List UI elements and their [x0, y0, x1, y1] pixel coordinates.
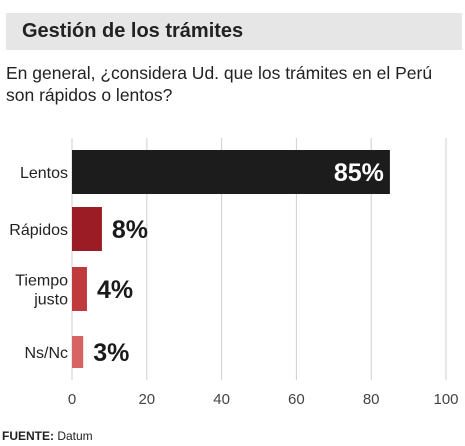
category-label: Rápidos	[9, 222, 68, 239]
x-tick-label-100: 100	[433, 391, 458, 408]
category-label: Lentos	[20, 165, 68, 182]
survey-question: En general, ¿considera Ud. que los trámi…	[6, 63, 433, 105]
category-label: Ns/Nc	[24, 345, 68, 362]
x-tick-label-0: 0	[68, 391, 76, 408]
value-label: 85%	[334, 159, 384, 187]
source-note: FUENTE: Datum	[2, 429, 93, 443]
source-label: FUENTE:	[2, 429, 54, 443]
title-banner: Gestión de los trámites	[6, 13, 462, 50]
x-tick-label-40: 40	[213, 391, 230, 408]
category-label: justo	[33, 292, 68, 309]
category-label: Tiempo	[15, 273, 68, 290]
bar-2	[72, 267, 87, 311]
bar-0	[72, 150, 390, 194]
x-tick-label-60: 60	[288, 391, 305, 408]
bar-3	[72, 336, 84, 368]
x-tick-label-80: 80	[363, 391, 380, 408]
x-tick-label-20: 20	[138, 391, 155, 408]
source-text: Datum	[54, 429, 93, 443]
chart-title: Gestión de los trámites	[22, 20, 244, 42]
value-label: 4%	[97, 276, 133, 304]
value-label: 3%	[93, 339, 129, 367]
bar-1	[72, 207, 102, 251]
value-label: 8%	[112, 216, 148, 244]
